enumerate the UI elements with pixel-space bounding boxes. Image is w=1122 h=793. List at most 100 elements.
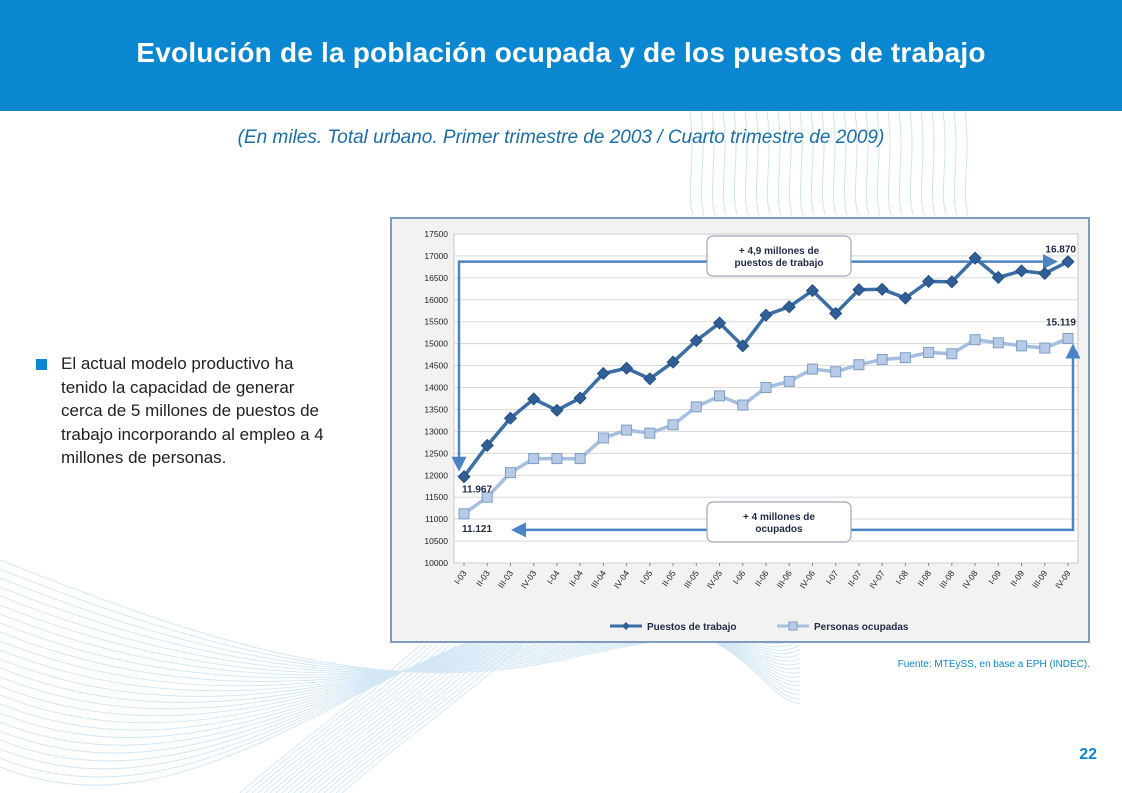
deco-line xyxy=(293,644,475,793)
point-personas xyxy=(969,334,981,346)
point-personas xyxy=(574,453,586,465)
y-tick-label: 12000 xyxy=(424,470,448,480)
x-tick-label: II-08 xyxy=(915,568,933,588)
x-tick-label: III-09 xyxy=(1030,568,1049,590)
series-layer xyxy=(457,251,1075,520)
deco-line xyxy=(269,644,451,793)
deco-line xyxy=(335,644,517,793)
annotation-top xyxy=(706,235,852,277)
deco-line xyxy=(239,644,421,793)
x-tick-label: IV-05 xyxy=(705,568,725,590)
point-personas xyxy=(714,390,726,402)
x-tick-label: IV-09 xyxy=(1053,568,1073,590)
point-puestos xyxy=(805,284,820,298)
title-bar: Evolución de la población ocupada y de l… xyxy=(0,0,1122,111)
x-tick-label: III-05 xyxy=(682,568,701,590)
y-tick-label: 11000 xyxy=(425,514,448,524)
point-personas xyxy=(992,337,1004,349)
deco-line xyxy=(341,644,523,793)
y-tick-label: 10000 xyxy=(424,558,448,568)
x-tick-label: III-06 xyxy=(775,568,794,590)
point-puestos xyxy=(898,291,912,305)
point-personas xyxy=(737,399,749,411)
point-personas xyxy=(597,432,609,444)
x-tick-label: IV-03 xyxy=(519,568,539,590)
deco-line xyxy=(305,644,487,793)
page-number: 22 xyxy=(1079,746,1097,763)
point-personas xyxy=(876,353,888,365)
bullet-text: El actual modelo productivo ha tenido la… xyxy=(61,354,324,467)
deco-line xyxy=(245,644,427,793)
annotation-top-line2: puestos de trabajo xyxy=(735,258,824,269)
y-tick-label: 15500 xyxy=(424,317,448,327)
x-tick-label: II-09 xyxy=(1008,568,1026,588)
point-puestos xyxy=(875,282,889,296)
point-personas xyxy=(946,348,958,360)
x-tick-label: II-06 xyxy=(753,568,771,588)
point-puestos xyxy=(503,411,518,425)
value-labels: 11.967 16.870 11.121 15.119 xyxy=(462,245,1076,535)
x-tick-label: II-04 xyxy=(567,568,585,588)
point-puestos xyxy=(527,392,541,406)
x-tick-label: I-09 xyxy=(986,568,1003,586)
bullet-marker xyxy=(36,359,47,370)
point-puestos xyxy=(643,372,657,386)
point-puestos xyxy=(550,403,564,417)
x-tick-label: III-08 xyxy=(937,568,956,590)
x-tick-label: II-05 xyxy=(660,568,678,588)
deco-line xyxy=(329,644,511,793)
deco-line xyxy=(281,644,463,793)
deco-line xyxy=(251,644,433,793)
legend-marker-personas xyxy=(788,621,798,631)
deco-line xyxy=(323,644,505,793)
annotation-bottom-line1: + 4 millones de xyxy=(743,512,815,523)
y-tick-label: 14000 xyxy=(424,383,448,393)
point-personas xyxy=(504,467,516,479)
slide-title: Evolución de la población ocupada y de l… xyxy=(136,37,986,68)
point-puestos xyxy=(1014,264,1029,278)
point-personas xyxy=(1039,342,1051,354)
point-puestos xyxy=(1038,266,1052,281)
x-tick-label: I-06 xyxy=(731,568,748,586)
legend-label-personas: Personas ocupadas xyxy=(814,622,909,633)
x-tick-label: I-07 xyxy=(824,568,841,586)
arrow-bottom xyxy=(511,343,1081,538)
point-puestos xyxy=(759,308,773,322)
point-personas xyxy=(458,508,470,520)
point-personas xyxy=(760,382,772,394)
point-puestos xyxy=(922,274,936,288)
point-puestos xyxy=(573,391,587,405)
point-personas xyxy=(528,453,540,465)
point-puestos xyxy=(991,270,1005,284)
x-tick-label: I-04 xyxy=(545,568,562,586)
y-tick-label: 11500 xyxy=(425,492,448,502)
x-axis-tick-labels: I-03 II-03 III-03 IV-03 I-04 II-04 III-04 IV-04… xyxy=(452,568,1073,590)
label-personas-end: 15.119 xyxy=(1046,317,1076,328)
annotation-bottom xyxy=(706,501,852,543)
x-tick-label: IV-04 xyxy=(612,568,632,590)
x-tick-label: IV-08 xyxy=(960,568,980,590)
y-tick-label: 12500 xyxy=(424,448,448,458)
deco-line xyxy=(263,644,445,793)
annotation-bottom-line2: ocupados xyxy=(755,524,803,535)
point-puestos xyxy=(782,300,796,314)
y-tick-label: 16500 xyxy=(424,273,448,283)
deco-line xyxy=(287,644,469,793)
annotation-top-line1: + 4,9 millones de xyxy=(739,246,820,257)
y-tick-label: 15000 xyxy=(424,339,448,349)
x-tick-label: II-07 xyxy=(846,568,864,588)
y-tick-label: 16000 xyxy=(424,295,448,305)
point-puestos xyxy=(736,339,750,353)
chart-frame: 17500 17000 16500 16000 15500 15000 14500 14000… xyxy=(390,217,1090,643)
point-puestos xyxy=(1061,255,1075,269)
label-puestos-start: 11.967 xyxy=(462,485,492,496)
point-personas xyxy=(1016,340,1028,352)
point-puestos xyxy=(945,275,959,289)
point-personas xyxy=(853,359,865,371)
point-puestos xyxy=(689,334,703,348)
y-tick-label: 13500 xyxy=(424,404,448,414)
x-tick-label: I-08 xyxy=(893,568,910,586)
point-personas xyxy=(806,363,818,375)
point-personas xyxy=(830,366,842,378)
